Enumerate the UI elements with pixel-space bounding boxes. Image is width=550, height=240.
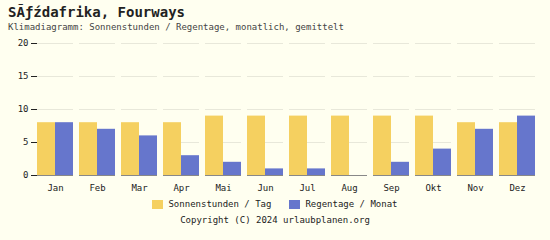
svg-text:Sep: Sep — [383, 183, 399, 193]
svg-text:5: 5 — [23, 137, 28, 147]
svg-text:Jun: Jun — [257, 183, 273, 193]
svg-text:Mar: Mar — [131, 183, 148, 193]
svg-text:Dez: Dez — [509, 183, 525, 193]
svg-text:0: 0 — [23, 170, 28, 180]
svg-text:Okt: Okt — [425, 183, 441, 193]
html-text:Copyright (C) 2024 urlaubplane: Copyright (C) 2024 urlaubplanen.org — [180, 215, 370, 225]
html-text:Regentage / Monat: Regentage / Monat — [305, 199, 398, 209]
svg-text:Nov: Nov — [467, 183, 483, 193]
svg-text:Jan: Jan — [47, 183, 63, 193]
html-text:Klimadiagramm: Sonnenstunden /: Klimadiagramm: Sonnenstunden / Regentage… — [8, 22, 344, 32]
svg-text:10: 10 — [18, 104, 29, 114]
svg-text:Apr: Apr — [173, 183, 190, 193]
svg-text:Jul: Jul — [299, 183, 315, 193]
svg-text:Aug: Aug — [341, 183, 357, 193]
svg-text:Mai: Mai — [215, 183, 231, 193]
svg-text:Feb: Feb — [89, 183, 105, 193]
svg-text:15: 15 — [18, 71, 29, 81]
html-text:Sonnenstunden / Tag: Sonnenstunden / Tag — [168, 199, 272, 209]
html-text:SÃƒźdafrika, Fourways: SÃƒźdafrika, Fourways — [8, 4, 185, 20]
svg-text:20: 20 — [18, 38, 29, 48]
